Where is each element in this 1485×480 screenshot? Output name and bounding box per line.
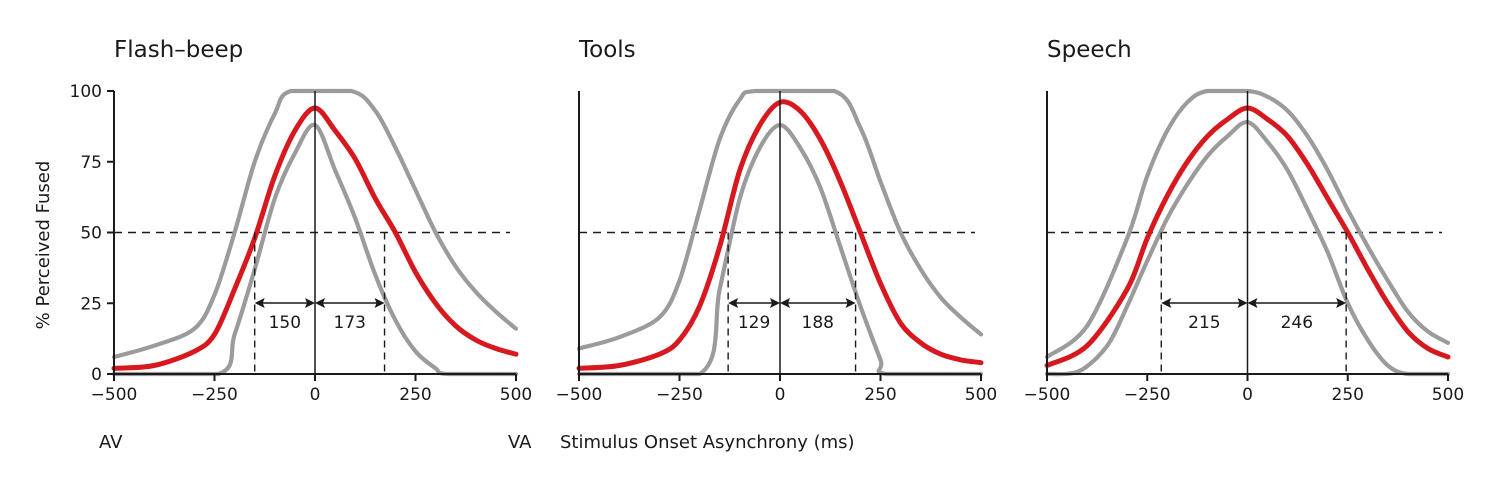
panel-flash-beep: Flash–beep 150 173 −500 −250 0 250 500 0 25 50 75 10… <box>70 37 533 405</box>
arrow-head-left-icon <box>1161 298 1172 308</box>
av-end-label: AV <box>99 432 123 453</box>
lower-bound-curve <box>111 122 519 377</box>
arrow-head-right-icon <box>1237 298 1248 308</box>
x-tick-label: 500 <box>500 385 532 405</box>
x-tick-label: 250 <box>864 385 896 405</box>
x-tick-label: 500 <box>1432 385 1464 405</box>
window-right-label: 173 <box>334 313 366 333</box>
y-tick-label: 75 <box>80 153 102 173</box>
arrow-head-left-icon <box>315 298 325 308</box>
upper-bound-curve <box>1044 88 1451 360</box>
panel-speech: Speech 215 246 −500 −250 0 250 500 <box>1024 37 1465 405</box>
window-left-label: 215 <box>1188 313 1220 333</box>
x-tick-label: −250 <box>1124 385 1171 405</box>
x-tick-label: −250 <box>656 385 703 405</box>
x-tick-label: 0 <box>775 385 786 405</box>
arrow-head-right-icon <box>305 298 315 308</box>
arrow-head-right-icon <box>770 298 780 308</box>
x-tick-label: −500 <box>556 385 603 405</box>
x-tick-label: −250 <box>191 385 238 405</box>
y-axis-label: % Perceived Fused <box>33 161 54 330</box>
upper-bound-curve <box>576 88 984 351</box>
window-right-arrow <box>780 298 856 308</box>
window-right-arrow <box>1247 298 1347 308</box>
x-tick-label: 500 <box>965 385 997 405</box>
window-left-arrow <box>1161 298 1248 308</box>
y-tick-label: 50 <box>80 224 102 244</box>
arrow-head-left-icon <box>728 298 739 308</box>
x-tick-label: −500 <box>1024 385 1071 405</box>
x-axis-label: Stimulus Onset Asynchrony (ms) <box>560 432 855 453</box>
x-tick-label: 0 <box>310 385 321 405</box>
window-left-label: 129 <box>738 313 770 333</box>
window-right-arrow <box>315 298 385 308</box>
window-left-arrow <box>728 298 780 308</box>
window-left-arrow <box>254 298 315 308</box>
x-tick-label: 0 <box>1242 385 1253 405</box>
x-tick-label: 250 <box>399 385 431 405</box>
arrow-head-right-icon <box>374 298 385 308</box>
window-right-label: 188 <box>802 313 834 333</box>
mean-curve <box>576 99 984 371</box>
x-tick-label: −500 <box>91 385 138 405</box>
arrow-head-right-icon <box>845 298 856 308</box>
arrow-head-left-icon <box>780 298 790 308</box>
arrow-head-left-icon <box>254 298 265 308</box>
x-tick-label: 250 <box>1332 385 1364 405</box>
panel-tools: Tools 129 188 −500 −250 0 250 500 <box>556 37 998 405</box>
upper-bound-curve <box>111 88 519 360</box>
window-right-label: 246 <box>1281 313 1313 333</box>
arrow-head-left-icon <box>1247 298 1258 308</box>
panel-title: Speech <box>1047 37 1132 63</box>
y-tick-label: 100 <box>70 82 102 102</box>
arrow-head-right-icon <box>1336 298 1347 308</box>
window-left-label: 150 <box>269 313 301 333</box>
va-end-label: VA <box>508 432 532 453</box>
y-tick-label: 25 <box>80 294 102 314</box>
panel-title: Tools <box>578 37 636 63</box>
lower-bound-curve <box>576 122 984 377</box>
panel-title: Flash–beep <box>114 37 243 63</box>
y-tick-label: 0 <box>91 365 102 385</box>
mean-curve <box>111 105 519 371</box>
mean-curve <box>1044 105 1451 368</box>
